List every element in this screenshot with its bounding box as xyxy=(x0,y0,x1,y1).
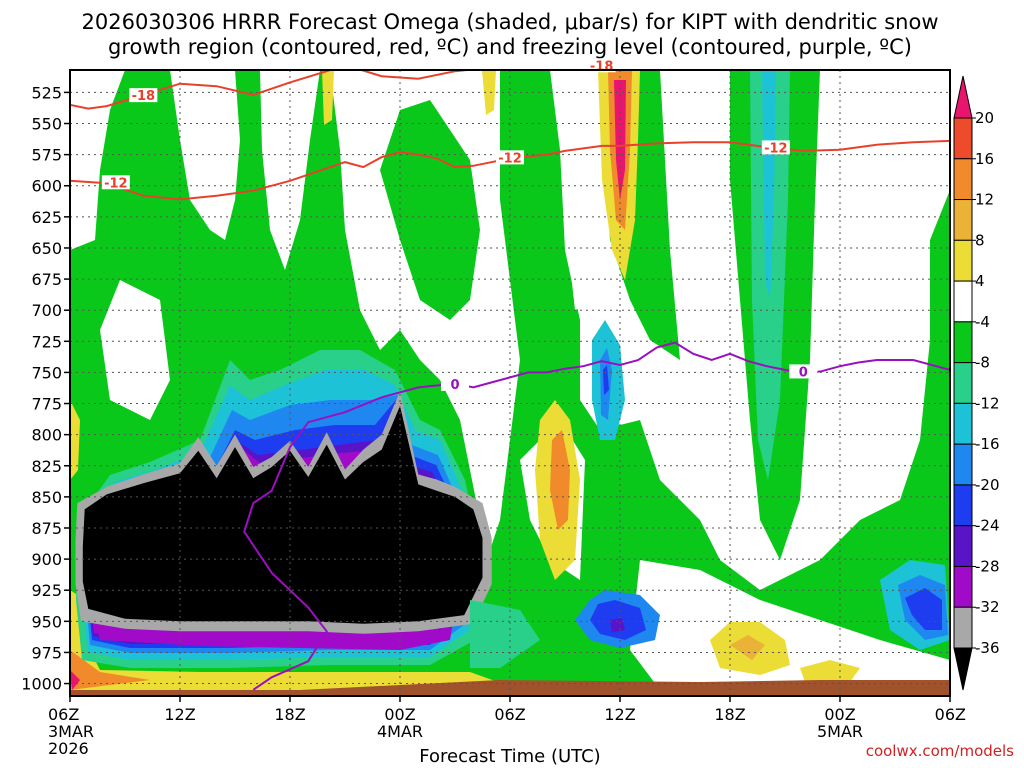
colorbar-segment xyxy=(953,239,973,282)
y-tick-label: 850 xyxy=(31,488,62,507)
x-tick-label: 00Z xyxy=(384,705,415,724)
y-tick-label: 575 xyxy=(31,146,62,165)
colorbar-segment xyxy=(953,199,973,241)
colorbar-label: -20 xyxy=(975,476,1000,494)
y-tick-label: 975 xyxy=(31,643,62,662)
x-tick-label: 06Z xyxy=(48,705,79,724)
freezing-level-label: 0 xyxy=(450,378,459,393)
contour-label-minus-18: -18 xyxy=(590,59,614,74)
contour-labels: -18 -18 -12 -12 -12 0 0 xyxy=(101,58,818,393)
y-tick-label: 1000 xyxy=(21,675,62,694)
y-tick-label: 550 xyxy=(31,115,62,134)
x-tick-label: 18Z xyxy=(274,705,305,724)
y-tick-label: 925 xyxy=(31,581,62,600)
credit-text: coolwx.com/models xyxy=(866,742,1014,760)
x-tick-date-label: 3MAR xyxy=(48,722,94,741)
colorbar-label: 12 xyxy=(975,191,994,209)
white-gaps-shading xyxy=(100,70,950,690)
colorbar-top-arrow xyxy=(953,75,973,119)
x-tick-label: 06Z xyxy=(494,705,525,724)
contour-label-minus-12-bg xyxy=(761,140,790,155)
chart-title-line-1: 2026030306 HRRR Forecast Omega (shaded, … xyxy=(82,10,939,34)
x-tick-label: 12Z xyxy=(604,705,635,724)
grid-lines xyxy=(70,70,950,696)
y-tick-label: 950 xyxy=(31,612,62,631)
contour-line-minus-18 xyxy=(70,70,819,110)
colorbar: 20 16 12 8 4 -4 -8 -12 -16 -20 -24 -28 -32 -36 xyxy=(953,75,1000,691)
x-tick-label: 12Z xyxy=(164,705,195,724)
contour-label-minus-12: -12 xyxy=(498,151,522,166)
colorbar-label: -32 xyxy=(975,598,1000,616)
freezing-level-label: 0 xyxy=(799,365,808,380)
colorbar-label: -12 xyxy=(975,394,1000,412)
colorbar-label: -8 xyxy=(975,354,990,372)
colorbar-label: -24 xyxy=(975,517,1000,535)
colorbar-segment xyxy=(953,280,973,323)
freezing-level-label-bg xyxy=(789,364,818,379)
colorbar-segment xyxy=(953,443,973,486)
contour-label-minus-18: -18 xyxy=(132,89,156,104)
contour-label-minus-12-bg xyxy=(496,150,524,165)
contour-label-minus-12: -12 xyxy=(764,141,788,156)
contour-label-minus-12-bg xyxy=(101,175,130,190)
chart-title-line-2: growth region (contoured, red, ºC) and f… xyxy=(108,35,912,59)
x-tick-label: 06Z xyxy=(935,705,966,724)
colorbar-label: -16 xyxy=(975,435,1000,453)
y-tick-label: 750 xyxy=(31,363,62,382)
y-tick-label: 875 xyxy=(31,519,62,538)
x-tick-label: 18Z xyxy=(714,705,745,724)
y-axis: 525 550 575 600 625 650 675 700 725 750 775 800 825 8… xyxy=(21,83,70,694)
contour-label-minus-18-bg xyxy=(129,88,158,103)
colorbar-segment xyxy=(953,402,973,445)
y-tick-label: 725 xyxy=(31,332,62,351)
x-tick-date-label: 5MAR xyxy=(817,722,863,741)
colorbar-label: 20 xyxy=(975,109,994,127)
x-tick-date-label: 4MAR xyxy=(377,722,423,741)
black-core-shading xyxy=(82,406,483,624)
x-tick-label: 00Z xyxy=(824,705,855,724)
colorbar-segment xyxy=(953,362,973,404)
x-tick-year-label: 2026 xyxy=(48,739,89,758)
colorbar-segment xyxy=(953,606,973,649)
colorbar-segment xyxy=(953,117,973,160)
y-tick-label: 825 xyxy=(31,457,62,476)
colorbar-label: 8 xyxy=(975,231,985,249)
contour-label-minus-18-bg xyxy=(587,58,616,73)
y-tick-label: 900 xyxy=(31,550,62,569)
y-tick-label: 800 xyxy=(31,426,62,445)
colorbar-segment xyxy=(953,158,973,201)
colorbar-label: -4 xyxy=(975,313,990,331)
colorbar-segment xyxy=(953,484,973,527)
colorbar-segment xyxy=(953,525,973,567)
colorbar-segment xyxy=(953,565,973,608)
x-axis-label: Forecast Time (UTC) xyxy=(419,746,600,767)
y-tick-label: 775 xyxy=(31,395,62,414)
contour-label-minus-12: -12 xyxy=(104,176,128,191)
colorbar-segment xyxy=(953,321,973,364)
late-descent-shading xyxy=(470,70,950,668)
y-tick-label: 700 xyxy=(31,301,62,320)
y-tick-label: 600 xyxy=(31,177,62,196)
y-tick-label: 525 xyxy=(31,83,62,102)
y-tick-label: 625 xyxy=(31,208,62,227)
colorbar-label: -28 xyxy=(975,557,1000,575)
colorbar-bottom-arrow xyxy=(953,647,973,691)
y-tick-label: 650 xyxy=(31,239,62,258)
freezing-level-label-bg xyxy=(441,376,469,391)
colorbar-label: 4 xyxy=(975,272,985,290)
colorbar-label: 16 xyxy=(975,150,994,168)
y-tick-label: 675 xyxy=(31,270,62,289)
colorbar-label: -36 xyxy=(975,639,1000,657)
